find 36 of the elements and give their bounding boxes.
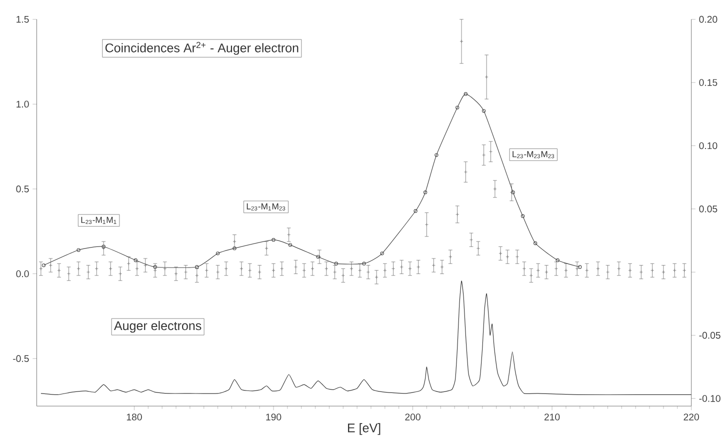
annotation: Coincidences Ar$^{2+}$ - Auger electron: [105, 42, 298, 55]
point: [362, 262, 366, 266]
annotation: L$_{23}$-M$_{1}$M$_{1}$: [81, 216, 116, 224]
point: [456, 106, 460, 110]
point: [380, 252, 384, 256]
point: [434, 153, 438, 157]
annotation: Auger electrons: [114, 320, 202, 333]
y2-tick-label: 0.15: [699, 79, 718, 86]
x-tick-label: 210: [544, 414, 560, 420]
x-tick-label: 190: [266, 414, 282, 420]
y-tick-label: 0.0: [16, 270, 29, 278]
x-tick-label: 180: [126, 414, 142, 420]
x-tick-label: 220: [684, 414, 699, 420]
y-tick-label: -0.5: [13, 355, 29, 362]
y-tick-label: 1.0: [16, 100, 29, 108]
point: [216, 252, 220, 256]
y2-tick-label: 0.20: [699, 16, 718, 23]
point: [520, 214, 525, 218]
x-tick-label: 200: [405, 414, 420, 420]
line-series: [40, 280, 692, 396]
y2-tick-label: 0.05: [699, 206, 718, 212]
y2-tick-label: -0.05: [699, 332, 720, 339]
y-tick-label: 0.5: [16, 186, 29, 192]
annotation: L$_{23}$-M$_{23}$M$_{23}$: [512, 151, 554, 158]
y2-tick-label: 0.10: [699, 142, 718, 150]
point: [534, 241, 538, 246]
point: [272, 238, 276, 242]
y-tick-label: 1.5: [16, 16, 29, 23]
point: [76, 248, 80, 252]
point: [414, 209, 418, 213]
point: [482, 109, 486, 113]
annotation: L$_{23}$-M$_{1}$M$_{23}$: [246, 203, 286, 210]
point: [423, 190, 428, 194]
y2-tick-label: -0.10: [699, 395, 720, 402]
x-axis-title: E [eV]: [348, 423, 380, 435]
point: [464, 92, 468, 96]
